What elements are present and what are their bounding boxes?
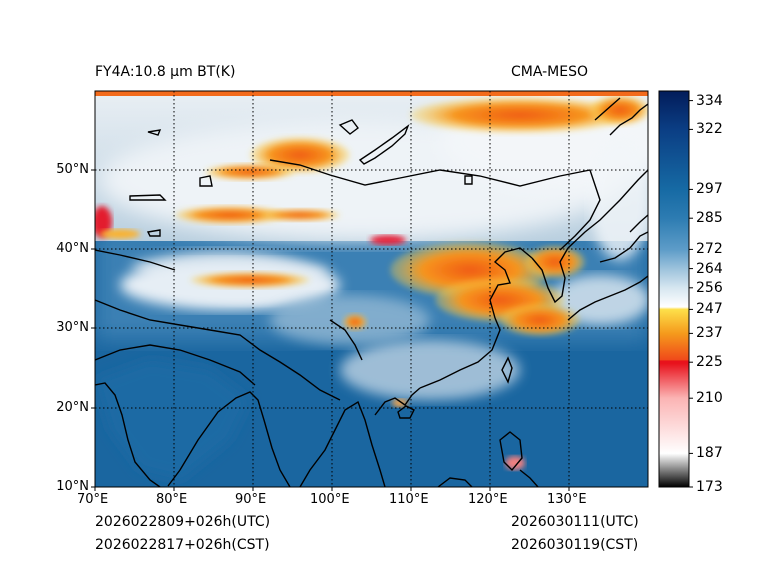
- colorbar-tick-label: 272: [696, 241, 723, 258]
- lat-tick-marks: [91, 169, 95, 488]
- lat-label-30n: 30°N: [56, 320, 89, 335]
- lon-label-80e: 80°E: [156, 492, 188, 507]
- map-frame: [94, 90, 649, 488]
- brightness-temperature-field: [95, 91, 648, 487]
- init-time-utc: 2026022809+026h(UTC): [95, 514, 271, 530]
- lon-label-130e: 130°E: [547, 492, 587, 507]
- lat-label-10n: 10°N: [56, 479, 89, 494]
- colorbar-tick-label: 247: [696, 301, 723, 318]
- colorbar-tick-label: 264: [696, 260, 723, 277]
- lon-tick-marks: [94, 487, 570, 491]
- colorbar-tick-label: 256: [696, 279, 723, 296]
- lon-label-70e: 70°E: [77, 492, 109, 507]
- valid-time-utc: 2026030111(UTC): [511, 514, 639, 530]
- cold-cloud-tops: [95, 91, 648, 470]
- map-title: FY4A:10.8 µm BT(K): [95, 64, 236, 80]
- colorbar-tick-label: 173: [696, 479, 723, 495]
- colorbar-tick-label: 334: [696, 92, 723, 109]
- colorbar-tick-label: 285: [696, 210, 723, 227]
- coastlines: [95, 97, 648, 487]
- graticule: [95, 91, 648, 487]
- valid-time-cst: 2026030119(CST): [511, 537, 639, 553]
- lat-label-50n: 50°N: [56, 162, 89, 177]
- lon-label-120e: 120°E: [468, 492, 508, 507]
- colorbar-tick-label: 187: [696, 445, 723, 462]
- colorbar-tick-label: 225: [696, 354, 723, 371]
- lon-label-100e: 100°E: [310, 492, 350, 507]
- colorbar-tick-label: 322: [696, 121, 723, 138]
- colorbar-tick-label: 237: [696, 325, 723, 342]
- colorbar-tick-label: 210: [696, 390, 723, 407]
- init-time-cst: 2026022817+026h(CST): [95, 537, 270, 553]
- lat-label-40n: 40°N: [56, 241, 89, 256]
- colorbar-gradient: [658, 90, 690, 488]
- lat-label-20n: 20°N: [56, 400, 89, 415]
- colorbar: [658, 90, 693, 488]
- colorbar-tick-label: 297: [696, 181, 723, 198]
- lon-label-110e: 110°E: [389, 492, 429, 507]
- model-name: CMA-MESO: [511, 64, 589, 80]
- lon-label-90e: 90°E: [235, 492, 267, 507]
